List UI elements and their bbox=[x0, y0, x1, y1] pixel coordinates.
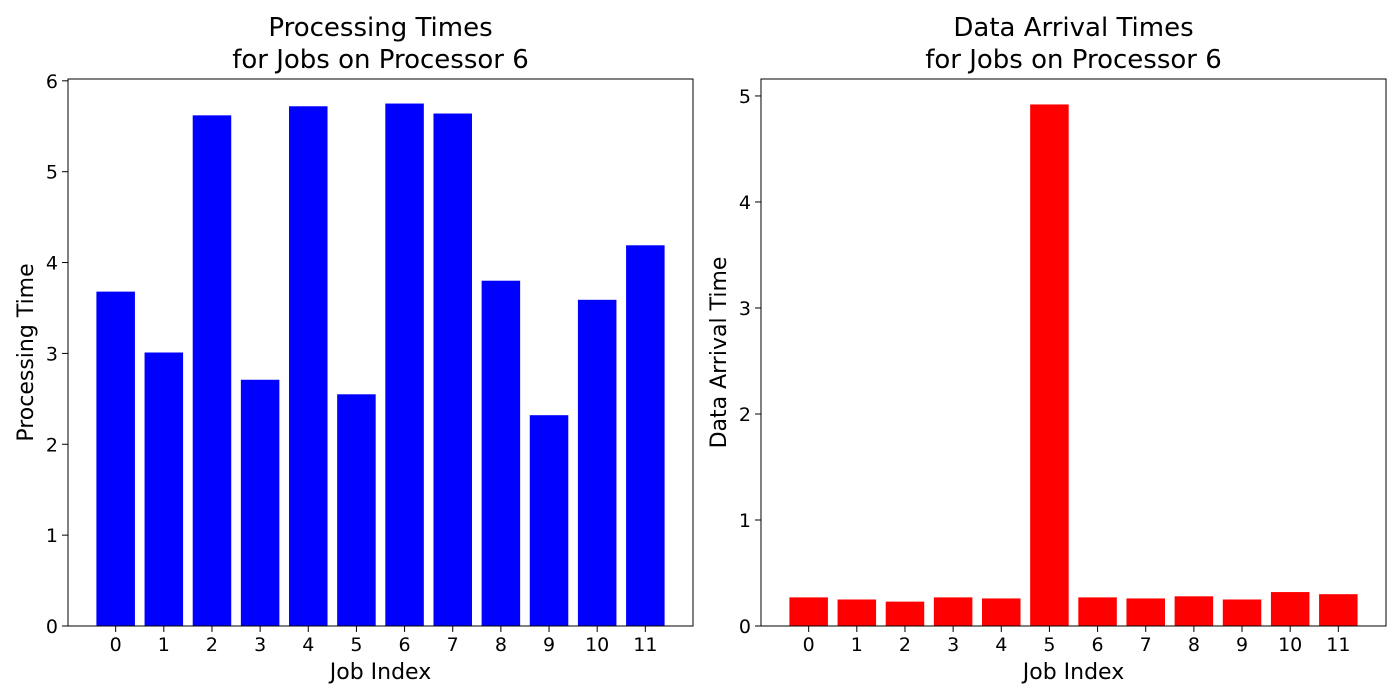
x-tick-label: 2 bbox=[206, 634, 218, 656]
x-tick-label: 3 bbox=[947, 634, 959, 656]
x-tick-label: 8 bbox=[495, 634, 507, 656]
bar-series bbox=[96, 103, 665, 627]
bar-2 bbox=[192, 115, 232, 626]
plot-frame bbox=[760, 78, 1387, 627]
y-tick-label: 5 bbox=[739, 86, 751, 108]
bar-2 bbox=[885, 601, 925, 626]
bar-10 bbox=[577, 299, 617, 626]
x-tick-label: 1 bbox=[851, 634, 863, 656]
bar-0 bbox=[789, 597, 828, 626]
x-tick-label: 5 bbox=[1043, 634, 1055, 656]
bar-5 bbox=[337, 394, 376, 626]
x-tick-label: 9 bbox=[1236, 634, 1248, 656]
y-axis-label: Processing Time bbox=[14, 263, 39, 441]
x-tick-label: 6 bbox=[1092, 634, 1104, 656]
y-tick-label: 4 bbox=[739, 192, 751, 214]
x-tick-label: 10 bbox=[1278, 634, 1302, 656]
x-axis-label: Job Index bbox=[328, 660, 431, 685]
x-tick-label: 1 bbox=[158, 634, 170, 656]
bar-8 bbox=[481, 280, 521, 626]
x-tick-label: 8 bbox=[1188, 634, 1200, 656]
x-tick-label: 4 bbox=[995, 634, 1007, 656]
x-tick-label: 3 bbox=[254, 634, 266, 656]
bar-0 bbox=[96, 291, 135, 626]
x-axis-label: Job Index bbox=[1021, 660, 1124, 685]
y-tick-label: 2 bbox=[739, 404, 751, 426]
processing-times-chart: Processing Times for Jobs on Processor 6… bbox=[14, 13, 694, 685]
y-axis-label: Data Arrival Time bbox=[707, 257, 732, 449]
x-tick-label: 0 bbox=[110, 634, 122, 656]
bar-6 bbox=[1078, 597, 1117, 626]
bar-3 bbox=[933, 597, 973, 626]
x-tick-label: 4 bbox=[302, 634, 314, 656]
x-tick-label: 9 bbox=[543, 634, 555, 656]
bar-10 bbox=[1270, 592, 1310, 626]
y-tick-label: 5 bbox=[46, 162, 58, 184]
y-tick-label: 3 bbox=[46, 343, 58, 365]
data-arrival-times-chart: Data Arrival Times for Jobs on Processor… bbox=[707, 13, 1387, 685]
y-tick-label: 0 bbox=[46, 616, 58, 638]
y-tick-label: 0 bbox=[739, 616, 751, 638]
bar-6 bbox=[385, 103, 424, 627]
x-tick-label: 7 bbox=[1140, 634, 1152, 656]
bar-11 bbox=[1319, 594, 1358, 626]
chart-title-line-2: for Jobs on Processor 6 bbox=[925, 45, 1222, 75]
bar-7 bbox=[1126, 598, 1165, 626]
bar-4 bbox=[289, 106, 328, 626]
y-tick-label: 3 bbox=[739, 298, 751, 320]
bar-1 bbox=[837, 599, 877, 626]
bar-9 bbox=[529, 415, 569, 626]
bar-11 bbox=[626, 245, 665, 626]
bar-7 bbox=[433, 113, 472, 626]
chart-title-line-1: Processing Times bbox=[268, 13, 492, 43]
bar-series bbox=[789, 104, 1358, 626]
tick-marks: 0 1 2 3 4 5 6 7 8 9 10 11 0 1 2 3 4 5 6 bbox=[46, 71, 658, 656]
bar-9 bbox=[1222, 599, 1262, 626]
x-tick-label: 7 bbox=[447, 634, 459, 656]
bar-8 bbox=[1174, 596, 1214, 626]
bar-5 bbox=[1030, 104, 1069, 626]
x-tick-label: 11 bbox=[633, 634, 657, 656]
x-tick-label: 2 bbox=[899, 634, 911, 656]
bar-1 bbox=[144, 352, 184, 626]
x-tick-label: 10 bbox=[585, 634, 609, 656]
y-tick-label: 6 bbox=[46, 71, 58, 93]
y-tick-label: 4 bbox=[46, 253, 58, 275]
x-tick-label: 0 bbox=[803, 634, 815, 656]
plot-frame bbox=[67, 78, 694, 627]
x-tick-label: 6 bbox=[399, 634, 411, 656]
x-tick-label: 5 bbox=[350, 634, 362, 656]
y-tick-label: 1 bbox=[46, 525, 58, 547]
bar-3 bbox=[240, 379, 280, 626]
chart-title-line-1: Data Arrival Times bbox=[953, 13, 1193, 43]
bar-4 bbox=[982, 598, 1021, 626]
chart-title-line-2: for Jobs on Processor 6 bbox=[232, 45, 529, 75]
y-tick-label: 2 bbox=[46, 434, 58, 456]
x-tick-label: 11 bbox=[1326, 634, 1350, 656]
tick-marks: 0 1 2 3 4 5 6 7 8 9 10 11 0 1 2 3 4 5 bbox=[739, 86, 1351, 656]
y-tick-label: 1 bbox=[739, 510, 751, 532]
